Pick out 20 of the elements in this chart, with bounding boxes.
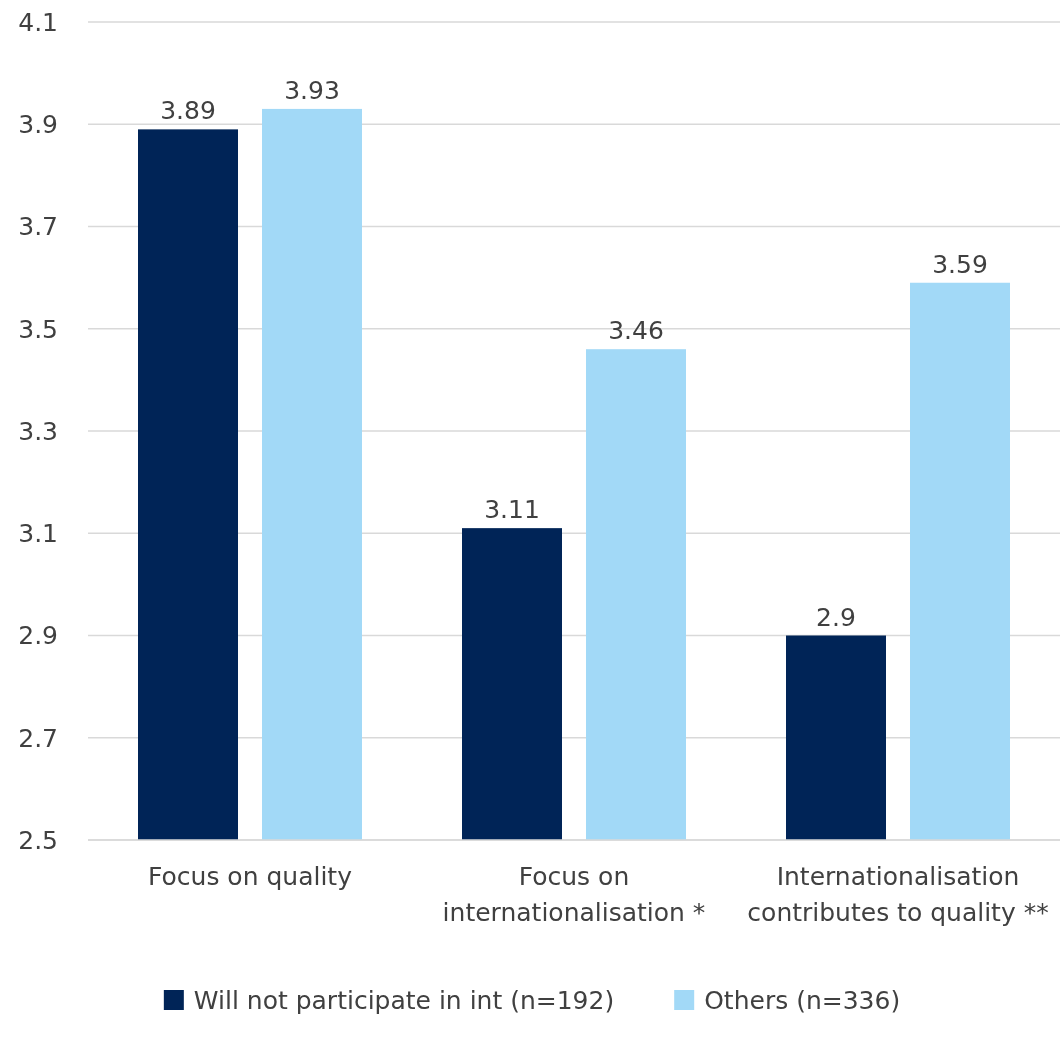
data-label: 3.11 [484,495,540,525]
x-tick-label: Focus on quality [148,862,353,891]
y-tick-label: 2.5 [18,825,58,855]
y-tick-label: 3.1 [18,519,58,548]
data-label: 2.9 [816,602,856,632]
y-tick-label: 2.9 [18,621,58,651]
data-label: 3.93 [284,75,340,105]
data-label: 3.46 [608,316,664,346]
legend-label: Others (n=336) [704,985,901,1015]
y-tick-label: 3.3 [18,416,58,446]
y-tick-label: 2.7 [18,723,58,753]
x-tick-label: Internationalisation contributes to quality ** [747,862,1049,927]
data-label: 3.89 [160,96,216,126]
y-tick-label: 3.9 [18,110,58,139]
x-tick-label: Focus on internationalisation * [442,862,706,927]
y-tick-label: 3.7 [18,212,58,242]
data-label: 3.59 [932,249,988,279]
y-tick-label: 4.1 [18,7,58,37]
legend-label: Will not participate in int (n=192) [193,985,615,1015]
y-tick-label: 3.5 [18,314,58,344]
